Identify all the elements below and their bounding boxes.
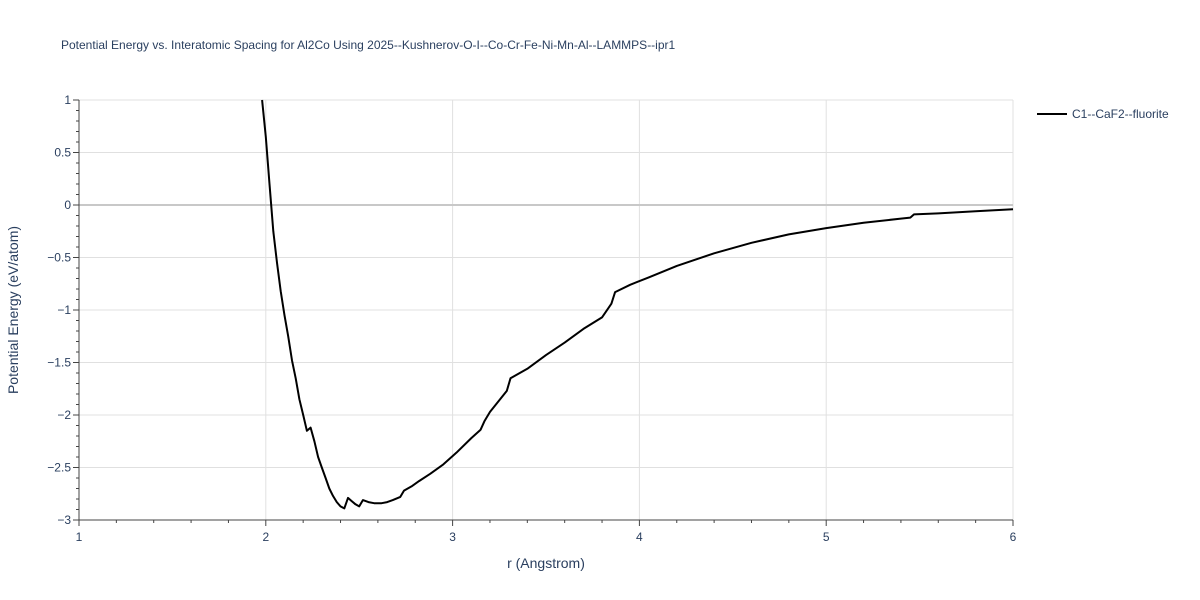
- y-tick-label: −3: [57, 513, 71, 527]
- x-axis-title: r (Angstrom): [507, 555, 585, 571]
- axes: [73, 99, 1014, 526]
- y-axis-title: Potential Energy (eV/atom): [5, 226, 21, 394]
- x-tick-label: 5: [823, 530, 830, 544]
- y-tick-label: −0.5: [47, 251, 71, 265]
- y-tick-label: −1.5: [47, 356, 71, 370]
- y-tick-label: −2: [57, 408, 71, 422]
- x-tick-label: 6: [1010, 530, 1017, 544]
- y-tick-label: 0.5: [54, 146, 71, 160]
- y-tick-label: 1: [64, 93, 71, 107]
- series-line[interactable]: [261, 99, 1014, 510]
- x-tick-labels: 1 2 3 4 5 6: [76, 530, 1017, 544]
- y-tick-label: −1: [57, 303, 71, 317]
- y-tick-label: 0: [64, 198, 71, 212]
- legend-label: C1--CaF2--fluorite: [1072, 107, 1169, 121]
- chart-title: Potential Energy vs. Interatomic Spacing…: [61, 38, 676, 52]
- grid: [79, 99, 1014, 520]
- x-tick-label: 3: [449, 530, 456, 544]
- y-tick-labels: 1 0.5 0 −0.5 −1 −1.5 −2 −2.5 −3: [47, 93, 71, 527]
- x-tick-label: 1: [76, 530, 83, 544]
- x-tick-label: 2: [262, 530, 269, 544]
- legend[interactable]: C1--CaF2--fluorite: [1037, 107, 1169, 121]
- y-tick-label: −2.5: [47, 461, 71, 475]
- x-tick-label: 4: [636, 530, 643, 544]
- series-layer: [261, 99, 1014, 510]
